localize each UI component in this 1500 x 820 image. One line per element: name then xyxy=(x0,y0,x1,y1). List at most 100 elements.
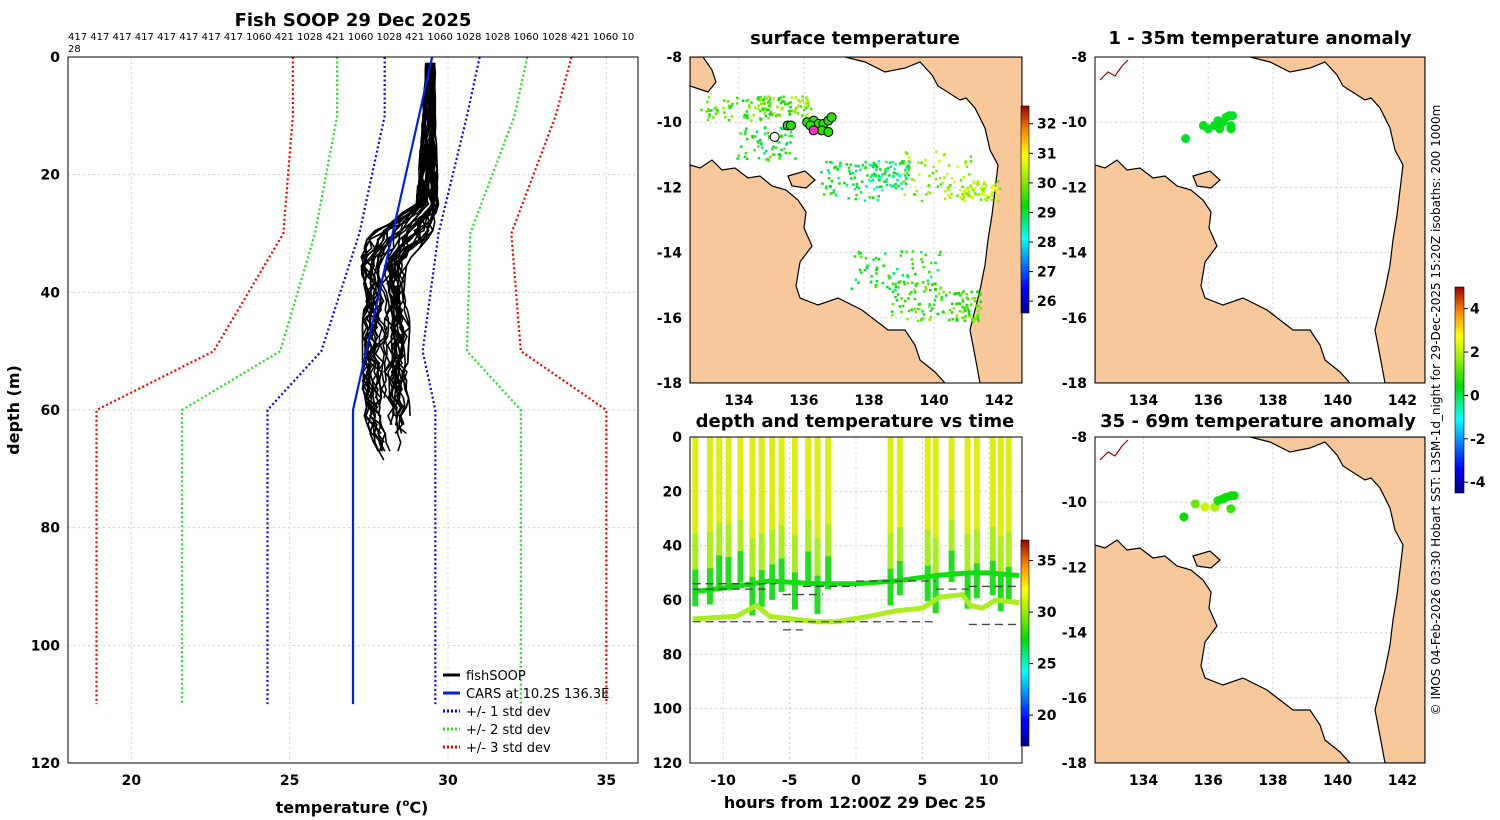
sst-pixel xyxy=(851,172,855,175)
sst-pixel xyxy=(990,186,993,190)
depth-time-cast-segment xyxy=(769,494,776,508)
depth-time-cast-segment xyxy=(973,551,980,564)
depth-time-cast-segment xyxy=(825,556,832,568)
sst-pixel xyxy=(965,165,969,169)
sst-pixel xyxy=(761,146,764,149)
sst-pixel xyxy=(820,171,823,174)
sst-pixel xyxy=(925,193,928,196)
sst-pixel xyxy=(885,180,888,183)
sst-pixel xyxy=(857,281,860,284)
anomaly-shallow-y-tick: -8 xyxy=(1071,50,1087,66)
sst-pixel xyxy=(756,97,759,101)
sst-pixel xyxy=(973,299,977,303)
sst-pixel xyxy=(970,290,973,294)
anomaly-shallow-point xyxy=(1228,111,1237,121)
depth-time-cast-segment xyxy=(791,449,798,463)
sst-pixel xyxy=(836,167,839,170)
depth-time-cast-segment xyxy=(749,589,756,603)
sst-pixel xyxy=(789,131,793,134)
depth-time-cast-segment xyxy=(716,576,723,589)
anomaly-shallow-title: 1 - 35m temperature anomaly xyxy=(1108,28,1411,49)
land-polygon xyxy=(844,57,1022,383)
depth-time-cast-segment xyxy=(948,437,955,448)
sst-pixel xyxy=(965,293,968,296)
sst-pixel xyxy=(796,112,800,115)
profile-std1-plus1-line xyxy=(421,56,481,705)
sst-pixel xyxy=(962,290,965,293)
anomaly-deep-point xyxy=(1179,512,1189,522)
profile-top-labels-wrap: 28 xyxy=(68,44,81,55)
sst-pixel xyxy=(757,156,761,160)
depth-time-cast-segment xyxy=(825,447,832,460)
sst-pixel xyxy=(894,171,897,175)
depth-time-cast-segment xyxy=(692,461,699,474)
depth-time-cast-segment xyxy=(716,437,723,449)
sst-pixel xyxy=(979,292,982,296)
sst-pixel xyxy=(967,313,971,316)
sst-pixel xyxy=(784,102,787,106)
depth-time-cast-segment xyxy=(932,512,939,526)
sst-pixel xyxy=(896,178,899,182)
sst-pixel xyxy=(979,187,982,191)
anomaly-deep-point xyxy=(1226,504,1236,514)
sst-pixel xyxy=(933,299,937,302)
sst-pixel xyxy=(917,173,921,176)
sst-station-marker xyxy=(785,120,796,131)
depth-time-cast-segment xyxy=(725,578,732,591)
sst-pixel xyxy=(825,160,828,164)
sst-pixel xyxy=(845,163,849,166)
sst-pixel xyxy=(900,182,903,185)
sst-pixel xyxy=(927,191,930,194)
legend-std2: +/- 2 std dev xyxy=(466,723,551,738)
sst-pixel xyxy=(756,140,760,143)
sst-pixel xyxy=(941,310,945,314)
depth-time-colorbar-ticks: 20 25 30 35 xyxy=(1029,554,1057,724)
anomaly-deep-y-tick: -14 xyxy=(1062,626,1088,642)
sst-pixel xyxy=(964,315,967,318)
sst-pixel xyxy=(805,100,808,103)
depth-time-cast-segment xyxy=(805,457,812,469)
sst-pixel xyxy=(724,115,727,119)
depth-time-cast-segment xyxy=(1005,472,1012,485)
sst-pixel xyxy=(766,157,770,161)
depth-time-cast-segment xyxy=(825,491,832,503)
sst-pixel xyxy=(951,302,954,305)
depth-time-cast-segment xyxy=(805,468,812,480)
sst-pixel xyxy=(928,318,931,321)
depth-time-cast-segment xyxy=(825,534,832,546)
profile-fishsoop-casts xyxy=(360,62,440,461)
sst-pixel xyxy=(967,190,971,193)
sst-pixel xyxy=(850,287,854,290)
sst-pixel xyxy=(906,317,909,321)
sst-pixel xyxy=(777,113,781,117)
depth-time-cast-segment xyxy=(791,559,798,573)
sst-pixel xyxy=(762,102,766,105)
sst-pixel xyxy=(706,118,710,121)
sst-pixel xyxy=(875,268,878,271)
sst-pixel xyxy=(902,280,906,284)
sst-pixel xyxy=(759,138,762,142)
anomaly-deep-x-tick: 140 xyxy=(1323,773,1352,789)
sst-pixel xyxy=(975,182,978,185)
sst-pixel xyxy=(929,316,933,319)
sst-pixel xyxy=(899,280,902,283)
depth-time-cast-segment xyxy=(989,515,996,528)
anomaly-shallow-x-tick: 134 xyxy=(1129,393,1158,409)
depth-time-cast-segment xyxy=(737,499,744,511)
sst-pixel xyxy=(964,160,967,163)
depth-time-cast-segment xyxy=(964,437,971,450)
depth-time-cast-segment xyxy=(1005,460,1012,473)
depth-time-cast-segment xyxy=(887,556,894,570)
sst-pixel xyxy=(920,199,924,203)
depth-time-cast-segment xyxy=(989,549,996,562)
sst-pixel xyxy=(950,192,953,195)
depth-time-cast-segment xyxy=(692,509,699,522)
sst-pixel xyxy=(961,311,965,314)
depth-time-cast-segment xyxy=(716,447,723,460)
sst-pixel xyxy=(939,287,943,290)
anomaly-shallow-x-ticks: 134 136 138 140 142 xyxy=(1129,393,1417,409)
sst-pixel xyxy=(760,143,763,146)
sst-pixel xyxy=(888,161,892,164)
sst-pixel xyxy=(891,185,894,188)
anomaly-deep-land xyxy=(1095,437,1425,763)
